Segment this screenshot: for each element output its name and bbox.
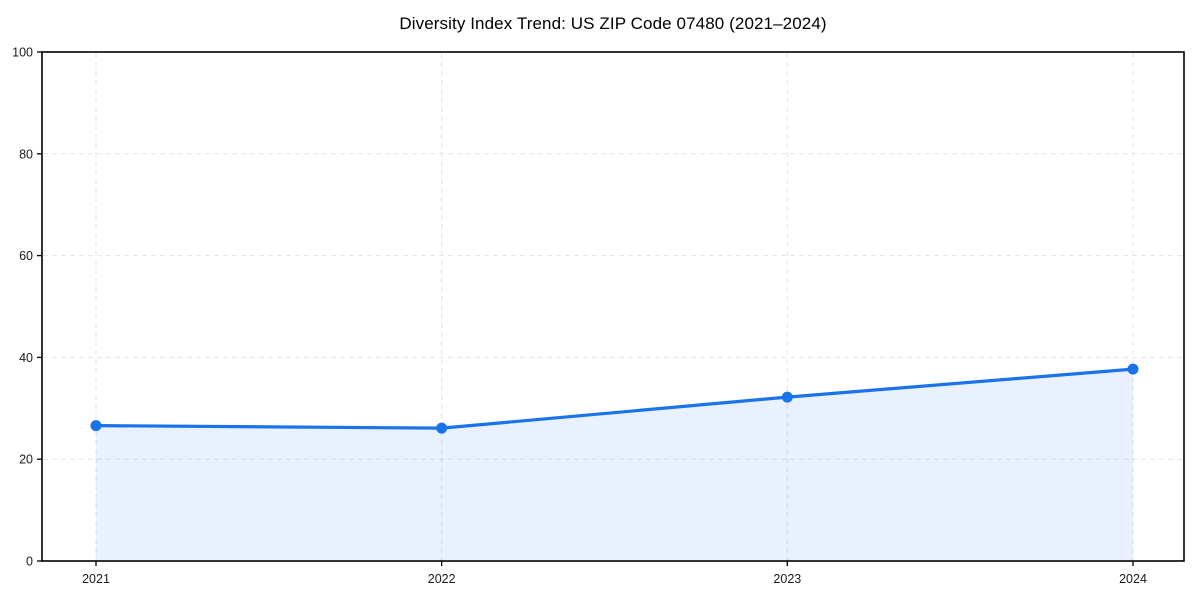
x-tick-label-2023: 2023 <box>773 572 801 586</box>
data-point-2024 <box>1127 363 1139 375</box>
chart-title: Diversity Index Trend: US ZIP Code 07480… <box>399 14 827 33</box>
y-tick-label-100: 100 <box>12 46 33 60</box>
x-tick-label-2021: 2021 <box>82 572 110 586</box>
data-point-2023 <box>781 391 793 403</box>
y-tick-label-40: 40 <box>19 351 33 365</box>
data-point-2021 <box>90 420 102 432</box>
area-fill <box>96 369 1133 560</box>
axes-box <box>41 51 1185 562</box>
y-tick-label-0: 0 <box>26 555 33 569</box>
data-line-diversity-index <box>94 367 1135 430</box>
x-tick-label-2024: 2024 <box>1119 572 1147 586</box>
y-tick-label-80: 80 <box>19 147 33 161</box>
x-tick-label-2022: 2022 <box>428 572 456 586</box>
y-tick-label-20: 20 <box>19 453 33 467</box>
data-point-2022 <box>436 422 448 434</box>
y-tick-label-60: 60 <box>19 249 33 263</box>
